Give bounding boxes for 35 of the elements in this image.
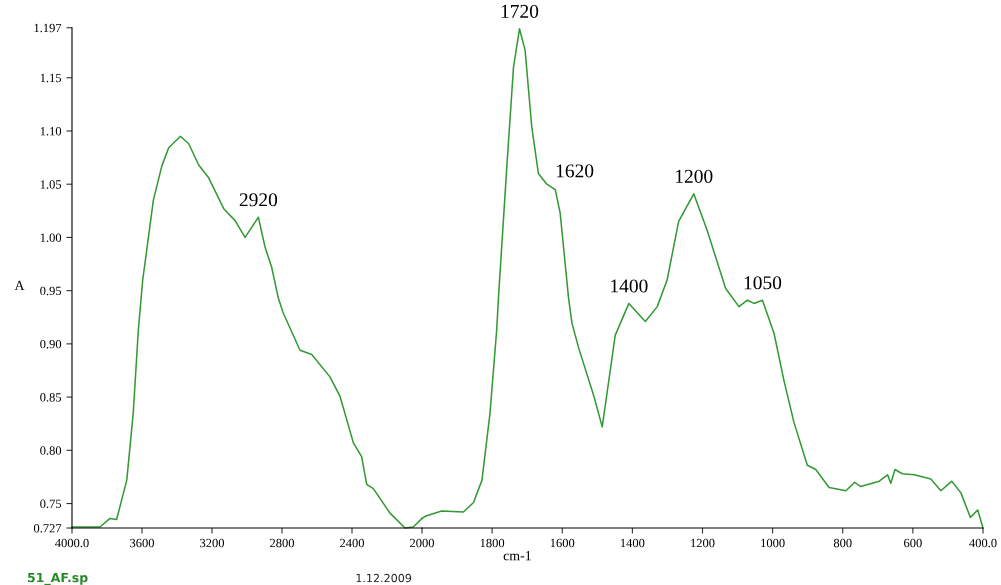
annotation: 1620 [556, 164, 594, 178]
y-tick-label: 0.85 [40, 393, 62, 402]
annotation: 2920 [239, 193, 278, 207]
y-tick-label: 0.95 [40, 286, 62, 296]
y-tick-label: 1.10 [40, 127, 62, 136]
annotation: 1200 [676, 169, 713, 183]
y-tick-label: 0.90 [40, 339, 62, 349]
x-tick-label: 1400 [620, 538, 645, 548]
annotation: 1050 [744, 276, 782, 290]
y-tick-label: 1.197 [34, 23, 62, 33]
y-tick-label: 0.80 [40, 446, 62, 455]
x-tick-label: 4000.0 [55, 538, 89, 548]
x-axis-title: cm-1 [503, 551, 531, 561]
y-tick-label: 0.727 [33, 524, 62, 533]
y-axis-title: A [14, 280, 25, 290]
x-tick-label: 1200 [691, 538, 715, 548]
x-tick-label: 600 [904, 538, 922, 548]
x-tick-label: 3200 [200, 538, 225, 548]
annotation: 1720 [501, 4, 539, 18]
x-tick-label: 800 [833, 538, 852, 548]
y-tick-label: 1.00 [40, 233, 62, 242]
x-tick-label: 2800 [270, 538, 295, 548]
text: 1.12.2009 [356, 573, 412, 583]
y-tick-label: 0.75 [40, 499, 62, 509]
text: 51_AF.sp [27, 572, 88, 585]
x-tick-label: 1600 [550, 538, 575, 548]
x-tick-label: 1000 [761, 538, 785, 548]
x-tick-label: 2000 [410, 538, 435, 548]
x-tick-label: 2400 [340, 538, 365, 548]
x-tick-label: 400.0 [969, 538, 997, 548]
x-tick-label: 3600 [130, 538, 155, 548]
x-tick-label: 1800 [480, 538, 505, 548]
y-tick-label: 1.05 [40, 180, 62, 189]
annotation: 1400 [611, 279, 648, 293]
y-tick-label: 1.15 [40, 73, 62, 83]
